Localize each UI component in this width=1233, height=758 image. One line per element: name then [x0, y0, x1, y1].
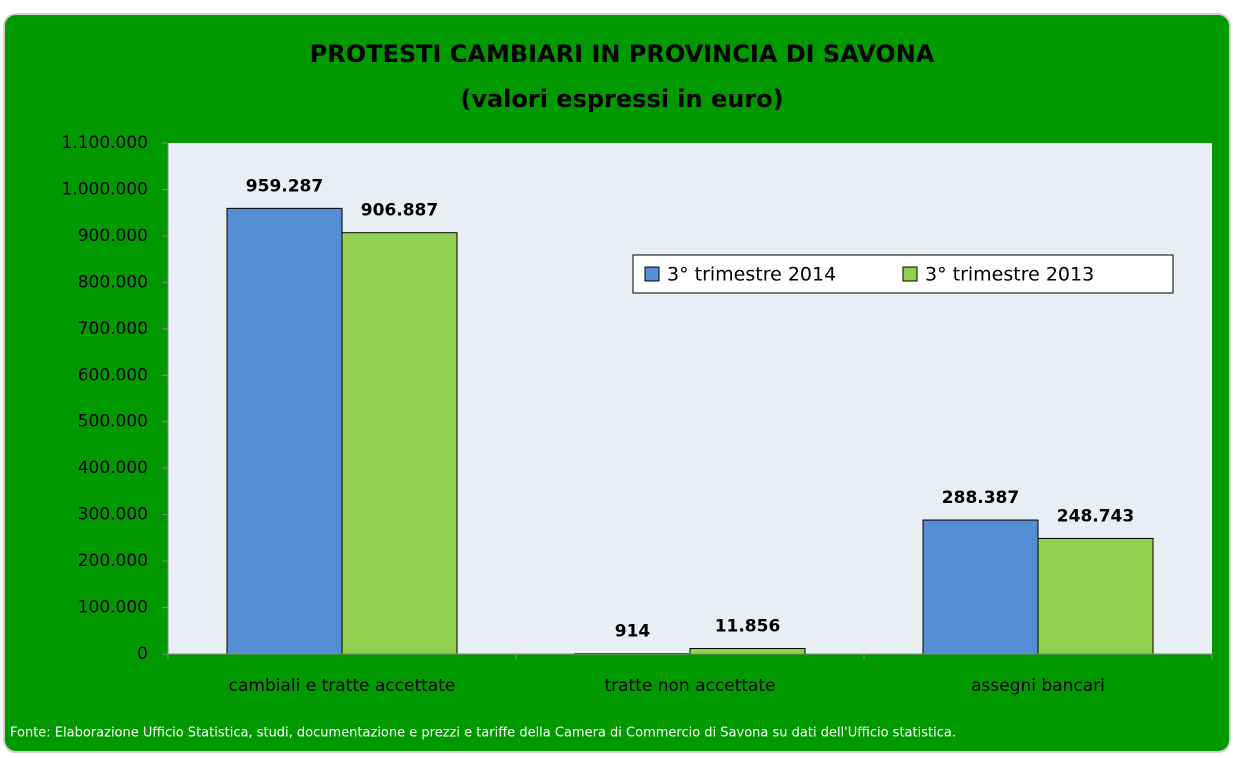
source-note: Fonte: Elaborazione Ufficio Statistica, …: [10, 726, 956, 741]
y-tick-label: 900.000: [78, 226, 148, 246]
y-tick-label: 100.000: [78, 598, 148, 618]
legend-swatch: [903, 267, 917, 281]
chart-subtitle: (valori espressi in euro): [460, 85, 783, 113]
x-tick-label: tratte non accettate: [604, 676, 775, 696]
x-tick-label: cambiali e tratte accettate: [229, 676, 456, 696]
y-tick-label: 1.000.000: [61, 179, 148, 199]
legend-label: 3° trimestre 2013: [925, 264, 1094, 286]
bar: [1038, 538, 1153, 654]
bar: [923, 520, 1038, 654]
y-tick-label: 700.000: [78, 319, 148, 339]
data-label: 11.856: [715, 616, 781, 636]
legend-label: 3° trimestre 2014: [667, 264, 836, 286]
y-tick-label: 800.000: [78, 272, 148, 292]
x-tick-label: assegni bancari: [971, 676, 1105, 696]
y-tick-label: 200.000: [78, 551, 148, 571]
y-tick-label: 400.000: [78, 458, 148, 478]
chart-title: PROTESTI CAMBIARI IN PROVINCIA DI SAVONA: [310, 40, 935, 68]
legend-swatch: [645, 267, 659, 281]
data-label: 906.887: [361, 201, 438, 221]
y-tick-label: 500.000: [78, 412, 148, 432]
y-tick-label: 300.000: [78, 505, 148, 525]
bar: [227, 208, 342, 654]
data-label: 914: [615, 622, 651, 642]
y-tick-label: 0: [137, 644, 148, 664]
data-label: 288.387: [942, 488, 1019, 508]
y-tick-label: 600.000: [78, 365, 148, 385]
bar: [342, 233, 457, 654]
data-label: 959.287: [246, 176, 323, 196]
y-tick-label: 1.100.000: [61, 133, 148, 153]
bar: [690, 648, 805, 654]
data-label: 248.743: [1057, 506, 1134, 526]
